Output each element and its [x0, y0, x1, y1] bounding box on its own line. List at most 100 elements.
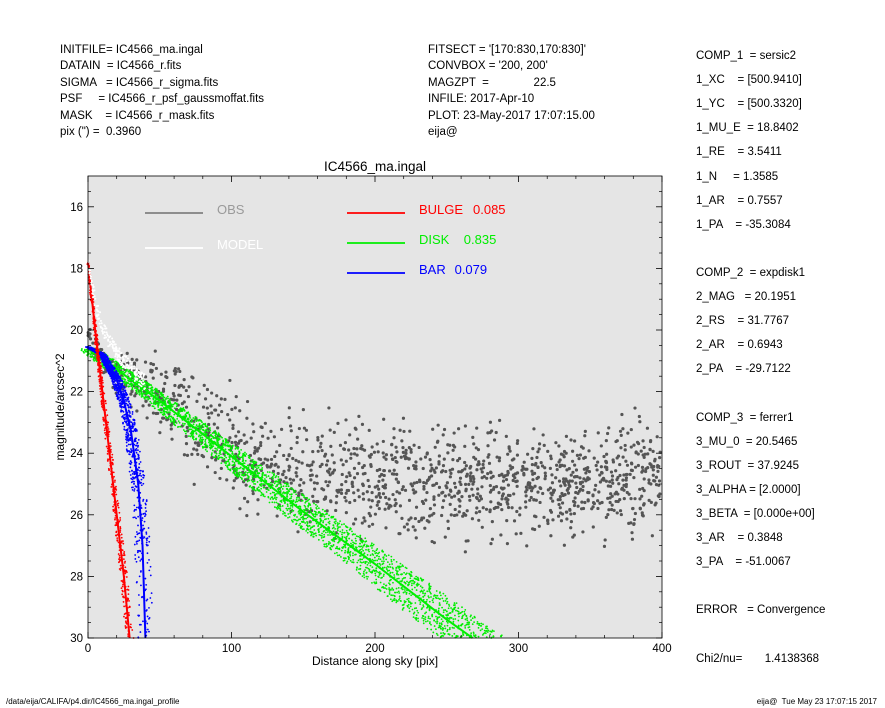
disk-point: [214, 451, 216, 454]
obs-point: [471, 493, 475, 497]
obs-point: [463, 444, 467, 448]
disk-point: [428, 596, 430, 599]
disk-point: [358, 545, 360, 548]
obs-point: [251, 491, 255, 496]
obs-point: [296, 493, 301, 498]
disk-point: [200, 427, 203, 430]
disk-point: [398, 598, 400, 601]
disk-point: [145, 396, 148, 399]
obs-point: [428, 514, 432, 518]
obs-point: [541, 491, 545, 496]
bar-point: [126, 393, 128, 396]
bar-point: [124, 398, 127, 401]
obs-point: [347, 448, 351, 452]
obs-point: [512, 519, 517, 523]
disk-point: [191, 436, 194, 439]
disk-point: [178, 425, 180, 428]
obs-point: [263, 421, 267, 425]
disk-point: [124, 382, 126, 384]
obs-point: [344, 511, 348, 515]
disk-point: [408, 572, 411, 575]
disk-point: [411, 588, 414, 591]
obs-point: [402, 454, 406, 458]
disk-point: [300, 516, 303, 519]
obs-point: [344, 491, 348, 495]
obs-point: [171, 391, 175, 396]
obs-point: [149, 369, 153, 374]
disk-point: [209, 446, 212, 448]
disk-point: [381, 576, 383, 579]
disk-point: [175, 405, 178, 408]
disk-point: [392, 581, 394, 584]
obs-point: [143, 375, 148, 379]
obs-point: [446, 519, 450, 523]
disk-point: [348, 528, 351, 531]
disk-point: [412, 612, 415, 615]
bar-point: [130, 449, 133, 452]
param-line: 2_RS = 31.7767: [696, 315, 790, 328]
obs-point: [534, 515, 538, 519]
disk-point: [364, 560, 367, 563]
disk-point: [261, 493, 264, 495]
obs-point: [632, 443, 636, 447]
bar-point: [139, 631, 142, 633]
disk-point: [310, 533, 313, 536]
disk-point: [339, 526, 341, 528]
disk-point: [318, 530, 320, 533]
disk-point: [328, 541, 330, 543]
bar-point: [126, 434, 129, 437]
obs-point: [201, 405, 206, 409]
disk-point: [386, 570, 389, 572]
obs-point: [629, 427, 633, 432]
bar-point: [135, 451, 138, 454]
bar-point: [148, 540, 151, 543]
disk-line: [87, 347, 474, 639]
disk-point: [306, 516, 309, 519]
disk-point: [298, 496, 300, 499]
disk-point: [179, 409, 181, 412]
obs-point: [402, 525, 407, 529]
disk-point: [332, 515, 335, 518]
disk-point: [342, 557, 345, 559]
obs-point: [437, 462, 441, 466]
disk-point: [350, 527, 352, 530]
obs-point: [310, 473, 314, 477]
param-line: 1_PA = -35.3084: [696, 218, 791, 231]
disk-point: [150, 384, 152, 387]
disk-point: [447, 633, 450, 636]
disk-point: [208, 444, 211, 447]
obs-point: [220, 409, 224, 414]
obs-point: [591, 505, 595, 509]
disk-point: [381, 549, 384, 552]
disk-point: [225, 460, 228, 463]
disk-point: [449, 612, 452, 614]
obs-point: [432, 468, 436, 472]
obs-point: [522, 471, 526, 476]
obs-point: [196, 441, 200, 445]
disk-point: [247, 464, 250, 467]
obs-point: [644, 469, 648, 474]
disk-point: [398, 568, 401, 571]
disk-point: [388, 569, 391, 572]
obs-point: [288, 477, 292, 481]
bar-point: [134, 554, 137, 556]
obs-point: [633, 465, 638, 469]
obs-point: [269, 457, 274, 462]
param-line: 1_N = 1.3585: [696, 170, 779, 183]
obs-point: [443, 535, 447, 539]
disk-point: [480, 624, 483, 627]
obs-point: [441, 499, 446, 503]
disk-point: [132, 378, 135, 381]
obs-point: [581, 530, 585, 534]
disk-point: [253, 462, 256, 465]
disk-point: [302, 520, 305, 523]
disk-point: [439, 594, 442, 597]
disk-point: [408, 607, 411, 610]
bar-point: [131, 489, 134, 491]
obs-point: [260, 425, 264, 430]
disk-point: [408, 592, 411, 595]
obs-point: [598, 501, 602, 505]
obs-point: [611, 458, 615, 462]
obs-point: [285, 457, 289, 462]
disk-point: [382, 575, 385, 577]
